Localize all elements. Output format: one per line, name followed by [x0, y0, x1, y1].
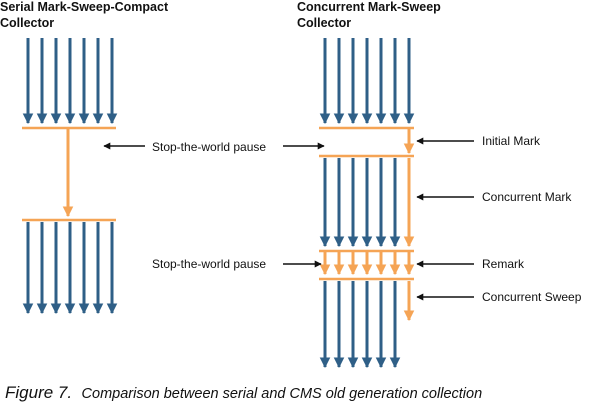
serial-threads-after-pause: [22, 222, 118, 315]
concurrent-sweep-label: Concurrent Sweep: [482, 290, 582, 304]
serial-gc-pause: [22, 126, 116, 222]
initial-mark-label: Initial Mark: [482, 134, 541, 148]
serial-threads-before-pause: [22, 38, 118, 125]
pointer-arrows: [103, 137, 474, 301]
serial-collector-title-line2: Collector: [0, 16, 54, 30]
serial-stop-the-world-label: Stop-the-world pause: [152, 140, 266, 154]
cms-threads-during-concurrent-mark: [319, 158, 401, 248]
cms-remark-pause: [319, 249, 415, 281]
cms-collector-title-line2: Collector: [297, 16, 351, 30]
cms-stop-the-world-label: Stop-the-world pause: [152, 257, 266, 271]
cms-threads-during-concurrent-sweep: [319, 281, 401, 369]
figure-caption-text: Comparison between serial and CMS old ge…: [82, 386, 483, 402]
cms-collector-title-line1: Concurrent Mark-Sweep: [297, 0, 441, 14]
cms-initial-mark-pause: [319, 126, 415, 158]
figure-number: Figure 7.: [5, 383, 72, 402]
cms-threads-before-initial-mark: [319, 38, 415, 125]
figure-caption: Figure 7. Comparison between serial and …: [5, 383, 482, 402]
concurrent-mark-label: Concurrent Mark: [482, 190, 572, 204]
serial-collector-title-line1: Serial Mark-Sweep-Compact: [0, 0, 169, 14]
remark-label: Remark: [482, 257, 525, 271]
